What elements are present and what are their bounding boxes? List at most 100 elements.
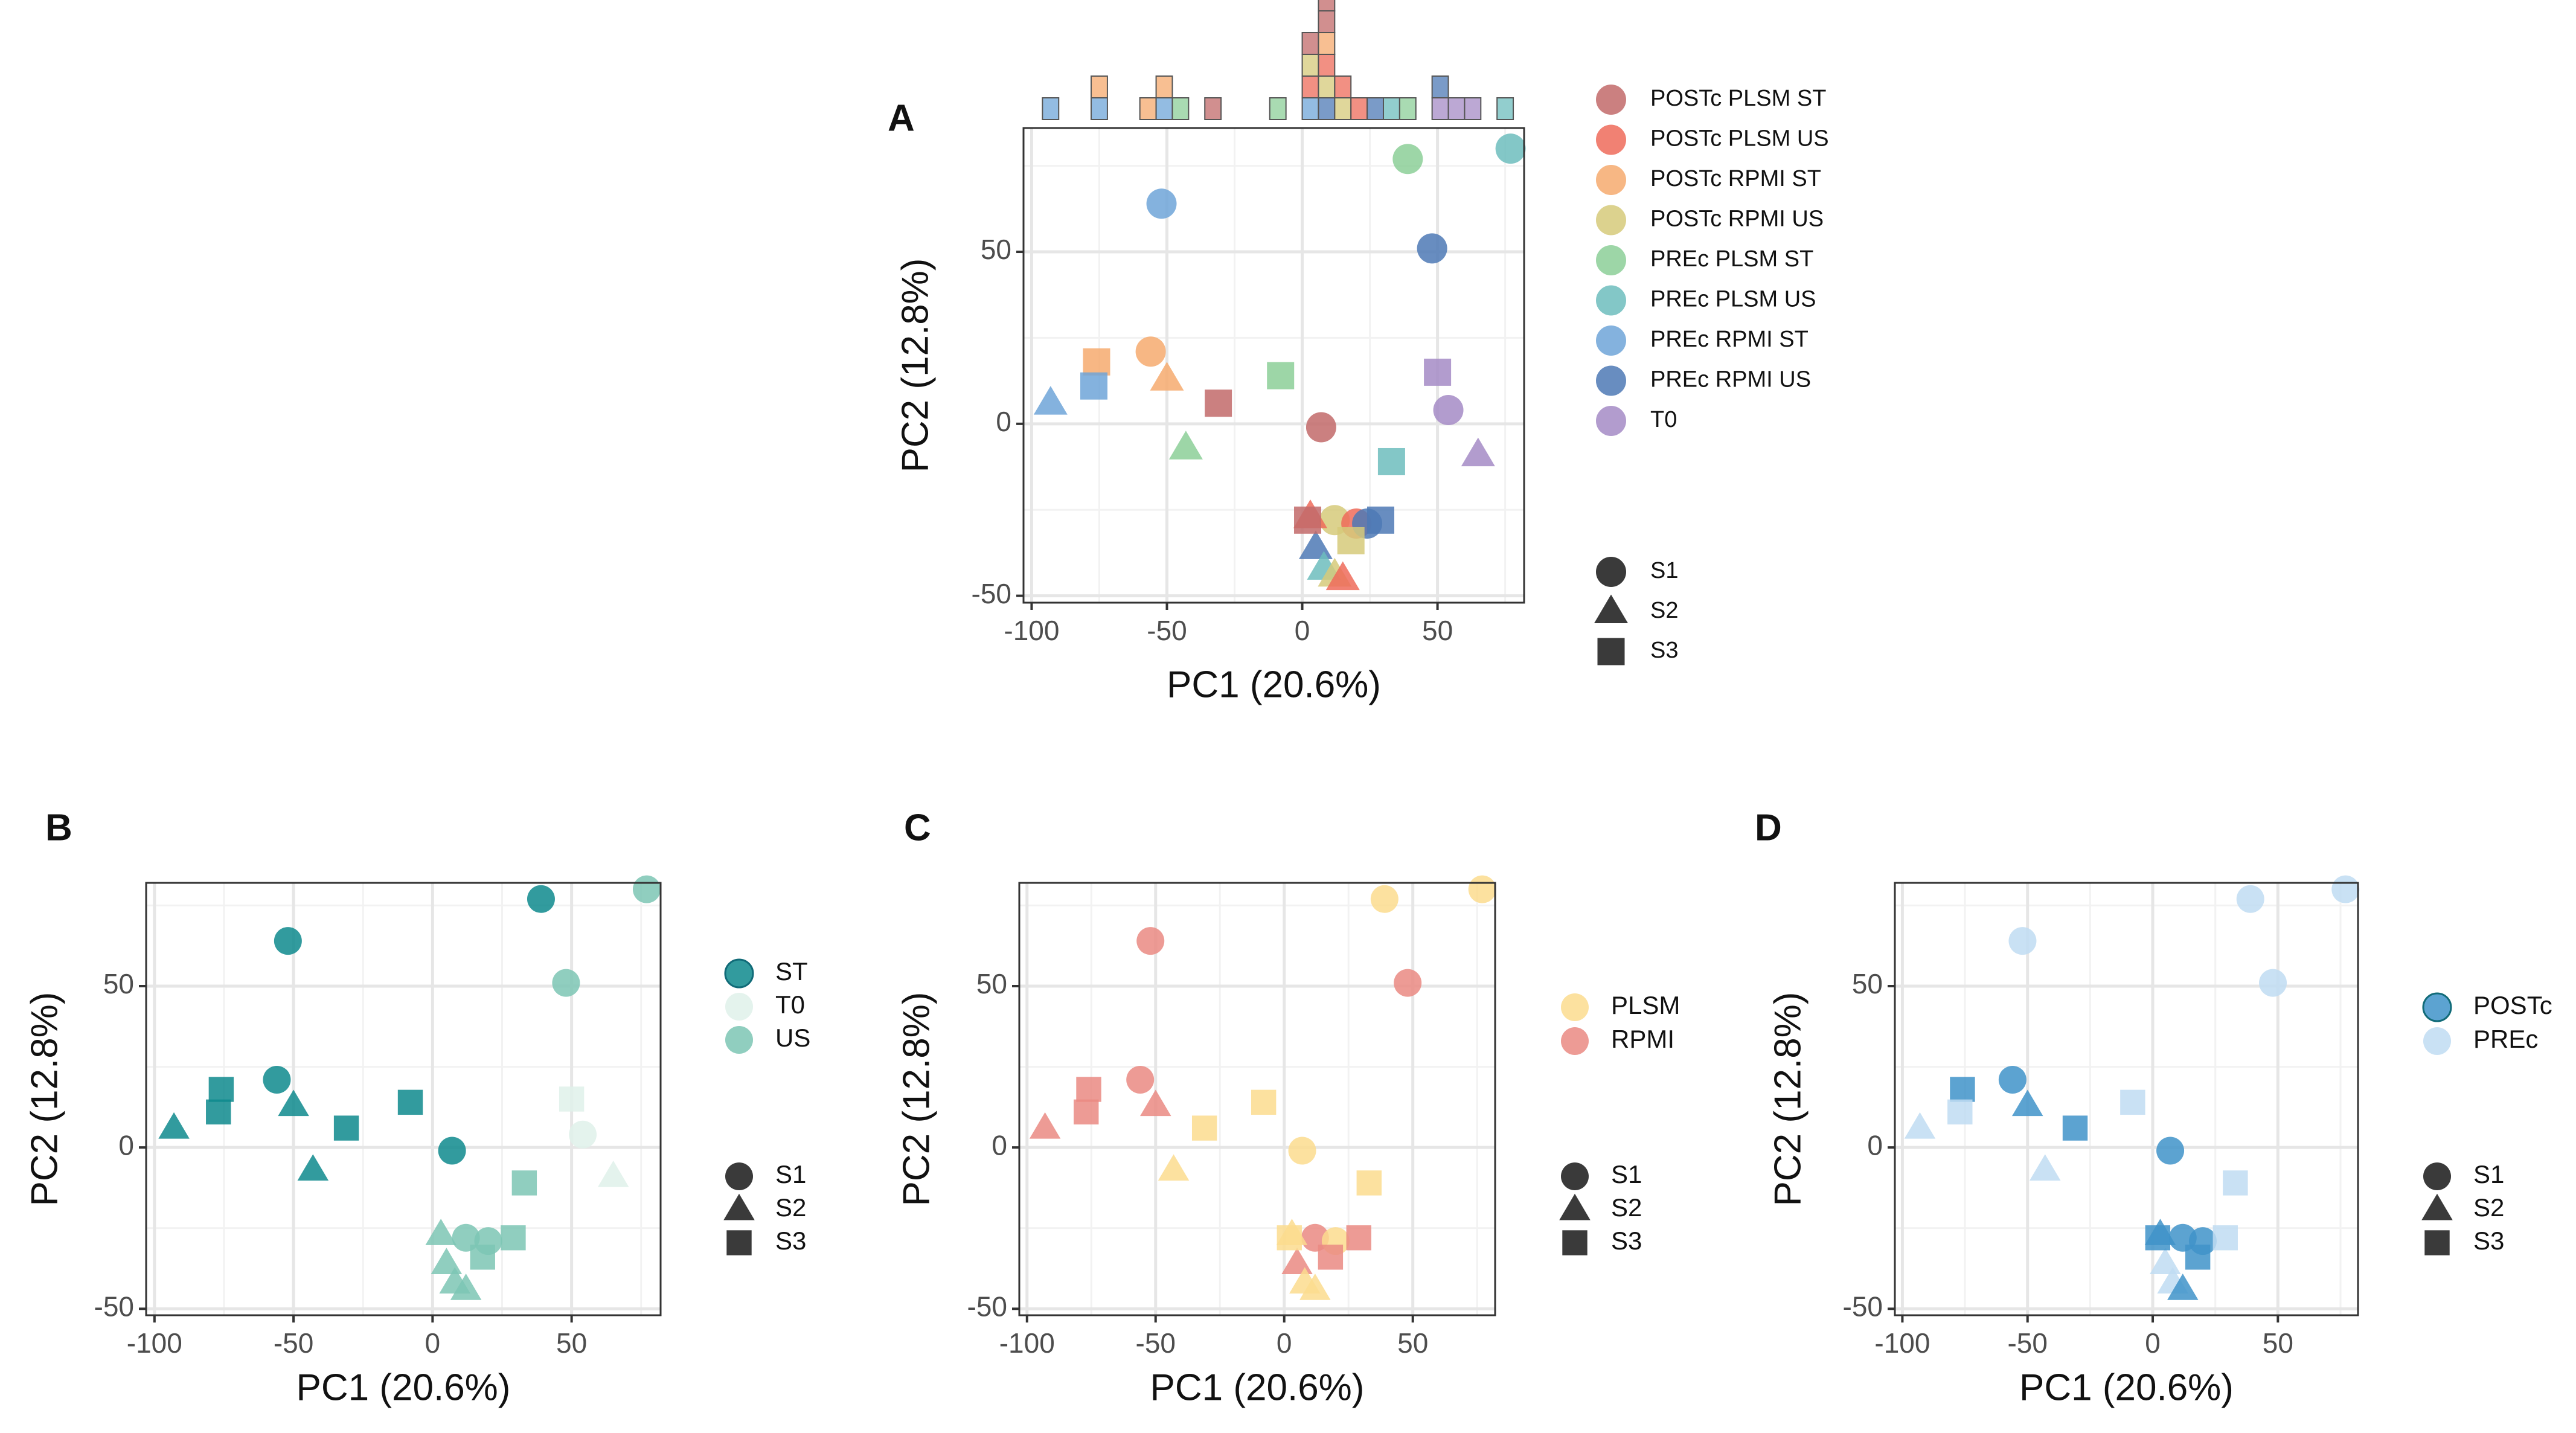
histogram-cell [1334, 75, 1352, 98]
y-tick-label: 50 [981, 234, 1011, 265]
histogram-cell [1318, 10, 1336, 33]
legend-label: PREc RPMI US [1650, 367, 1811, 393]
x-tick-label: 50 [1397, 1327, 1428, 1359]
data-point [1136, 927, 1165, 955]
panel-label: D [1755, 807, 1782, 848]
legend-label: POSTc RPMI US [1650, 207, 1824, 232]
legend-swatch [1596, 406, 1626, 436]
data-point [1150, 362, 1184, 391]
data-point [1495, 133, 1526, 164]
x-tick-label: 0 [1277, 1327, 1292, 1359]
data-point [2008, 927, 2037, 955]
data-point [501, 1225, 526, 1251]
histogram-cell [1269, 97, 1287, 120]
data-point [2011, 1089, 2043, 1117]
y-tick-label: -50 [94, 1290, 134, 1322]
shape-legend-marker [1596, 557, 1626, 587]
data-point [1904, 1112, 1936, 1139]
shape-legend-marker [723, 1193, 755, 1220]
shape-legend-marker [2424, 1230, 2450, 1255]
y-axis-title: PC2 (12.8%) [894, 258, 936, 473]
legend-swatch [1561, 993, 1589, 1021]
legend-label: T0 [1650, 407, 1677, 432]
data-point [1998, 1065, 2027, 1094]
plot-border [145, 882, 662, 1316]
data-point [1076, 1077, 1101, 1102]
y-tick-label: 50 [103, 968, 134, 999]
x-tick-label: -100 [1004, 615, 1059, 646]
y-tick-label: 0 [1867, 1129, 1883, 1161]
data-point [1325, 561, 1360, 591]
histogram-cell [1431, 75, 1449, 98]
data-point [1277, 1225, 1302, 1251]
histogram-cell [1382, 97, 1400, 120]
data-point [1288, 1136, 1316, 1165]
x-axis-title: PC1 (20.6%) [296, 1367, 511, 1408]
plot-border [1018, 882, 1496, 1316]
shape-legend-marker [1594, 594, 1628, 623]
data-point [597, 1161, 629, 1187]
histogram-cell [1301, 97, 1319, 120]
histogram-cell [1139, 97, 1157, 120]
shape-legend-label: S1 [1611, 1160, 1642, 1188]
shape-legend-label: S2 [1611, 1193, 1642, 1222]
data-point [274, 927, 302, 955]
data-point [1356, 1170, 1382, 1196]
data-point [1126, 1065, 1155, 1094]
data-point [1947, 1099, 1973, 1125]
data-point [1461, 437, 1495, 467]
data-point [2120, 1089, 2145, 1115]
panel-label: B [45, 807, 72, 848]
data-point [1367, 506, 1395, 534]
data-point [1950, 1077, 1975, 1102]
data-point [569, 1120, 597, 1149]
shape-legend-marker [725, 1162, 753, 1190]
data-point [425, 1219, 457, 1245]
histogram-cell [1334, 97, 1352, 120]
shape-legend-marker [726, 1230, 752, 1255]
data-point [1346, 1225, 1371, 1251]
shape-legend-marker [1597, 638, 1625, 665]
shape-legend-marker [1561, 1162, 1589, 1190]
y-axis-title: PC2 (12.8%) [24, 992, 65, 1207]
panel-b: B -100 -50 0 50 -50 0 50 PC1 (20.6%) PC2 (12.8%) S… [24, 807, 810, 1408]
data-point [1146, 188, 1177, 219]
data-point [1468, 875, 1496, 903]
data-point [1294, 506, 1322, 534]
shape-legend-marker [1559, 1193, 1591, 1220]
data-point [431, 1248, 463, 1274]
histogram-cell [1091, 97, 1108, 120]
data-point [559, 1086, 585, 1112]
data-point [1029, 1112, 1061, 1139]
data-point [1299, 1274, 1331, 1300]
legend-label: T0 [775, 990, 805, 1019]
panel-c: C -100 -50 0 50 -50 0 50 PC1 (20.6%) PC2 (12.8%) P… [896, 807, 1680, 1408]
data-point [1318, 1245, 1344, 1270]
legend-swatch [1596, 325, 1626, 356]
data-point [2145, 1225, 2171, 1251]
shape-legend-label: S2 [1650, 598, 1678, 623]
legend-swatch [1596, 85, 1626, 115]
shape-legend-marker [2423, 1162, 2451, 1190]
histogram-cell [1399, 97, 1417, 120]
shape-legend-label: S3 [775, 1226, 806, 1255]
data-point [632, 875, 661, 903]
data-point [1033, 386, 1068, 415]
data-point [2150, 1248, 2181, 1274]
legend-label: POSTc PLSM ST [1650, 86, 1826, 111]
histogram-cell [1301, 75, 1319, 98]
histogram-cell [1431, 97, 1449, 120]
x-tick-label: 0 [1295, 615, 1310, 646]
data-point [2223, 1170, 2248, 1196]
x-tick-label: -50 [274, 1327, 313, 1359]
shape-legend-label: S1 [1650, 558, 1678, 583]
y-tick-label: 50 [1852, 968, 1883, 999]
data-point [2331, 875, 2360, 903]
histogram-cell [1318, 54, 1336, 77]
histogram-cell [1366, 97, 1384, 120]
data-point [450, 1274, 482, 1300]
data-point [278, 1089, 309, 1117]
data-point [1139, 1089, 1171, 1117]
legend-label: PREc RPMI ST [1650, 327, 1809, 352]
x-tick-label: -100 [999, 1327, 1055, 1359]
